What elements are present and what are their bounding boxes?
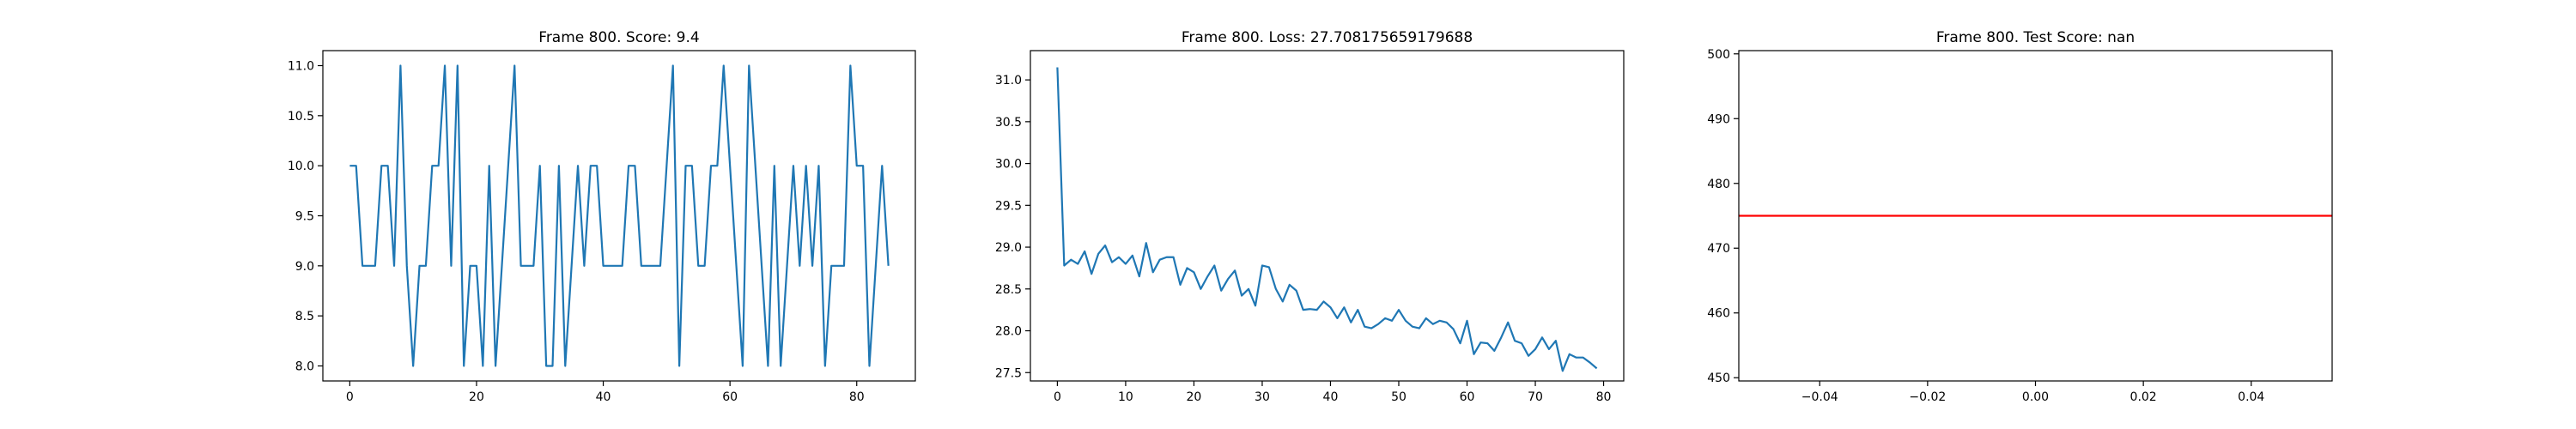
loss-y-tick-label: 31.0	[995, 74, 1022, 88]
test-score-y-tick-label: 500	[1707, 48, 1730, 62]
loss-y-tick-label: 28.5	[995, 283, 1022, 297]
test-score-x-tick-label: 0.00	[2022, 390, 2049, 404]
score-y-tick-label: 9.0	[295, 260, 314, 274]
loss-y-tick-label: 29.0	[995, 241, 1022, 255]
score-y-tick-label: 10.0	[288, 160, 314, 173]
score-x-tick-label: 60	[722, 390, 738, 404]
score-x-tick-label: 0	[346, 390, 354, 404]
loss-x-tick-label: 80	[1596, 390, 1612, 404]
test-score-y-tick-label: 470	[1707, 242, 1730, 256]
loss-x-tick-label: 10	[1118, 390, 1133, 404]
score-x-tick-label: 20	[469, 390, 484, 404]
score-y-tick-label: 8.0	[295, 360, 314, 374]
loss-x-tick-label: 50	[1391, 390, 1406, 404]
test-score-y-tick-label: 480	[1707, 178, 1730, 191]
loss-x-tick-label: 60	[1460, 390, 1475, 404]
loss-y-tick-label: 27.5	[995, 366, 1022, 380]
test-score-y-tick-label: 490	[1707, 112, 1730, 126]
test-score-chart-title: Frame 800. Test Score: nan	[1936, 29, 2135, 46]
loss-x-tick-label: 70	[1528, 390, 1543, 404]
score-y-tick-label: 9.5	[295, 210, 314, 224]
score-chart-title: Frame 800. Score: 9.4	[538, 29, 699, 46]
loss-y-tick-label: 29.5	[995, 199, 1022, 213]
loss-chart-title: Frame 800. Loss: 27.708175659179688	[1182, 29, 1473, 46]
loss-x-tick-label: 20	[1187, 390, 1202, 404]
test-score-x-tick-label: −0.02	[1909, 390, 1946, 404]
score-x-tick-label: 80	[849, 390, 865, 404]
score-series-line	[349, 64, 890, 367]
loss-series-line	[1056, 67, 1598, 372]
score-y-tick-label: 11.0	[288, 60, 314, 74]
score-subplot: Frame 800. Score: 9.4 0 20 40 60 80 8.0 8.5 9.0 9…	[288, 29, 916, 404]
score-y-tick-label: 8.5	[295, 310, 314, 323]
score-x-tick-label: 40	[596, 390, 611, 404]
loss-x-tick-label: 40	[1323, 390, 1339, 404]
test-score-subplot: Frame 800. Test Score: nan −0.04 −0.02 0.00…	[1707, 29, 2333, 404]
loss-y-tick-label: 30.0	[995, 158, 1022, 172]
loss-y-tick-label: 30.5	[995, 116, 1022, 130]
test-score-y-tick-label: 460	[1707, 307, 1730, 321]
test-score-x-tick-label: 0.02	[2130, 390, 2157, 404]
loss-subplot: Frame 800. Loss: 27.708175659179688 0 10 20…	[995, 29, 1625, 404]
test-score-x-tick-label: 0.04	[2238, 390, 2264, 404]
test-score-y-tick-label: 450	[1707, 372, 1730, 385]
loss-axes-frame	[1030, 50, 1625, 382]
score-y-tick-label: 10.5	[288, 110, 314, 124]
loss-y-tick-label: 28.0	[995, 325, 1022, 339]
loss-x-tick-label: 0	[1054, 390, 1061, 404]
loss-x-tick-label: 30	[1255, 390, 1270, 404]
test-score-x-tick-label: −0.04	[1801, 390, 1838, 404]
